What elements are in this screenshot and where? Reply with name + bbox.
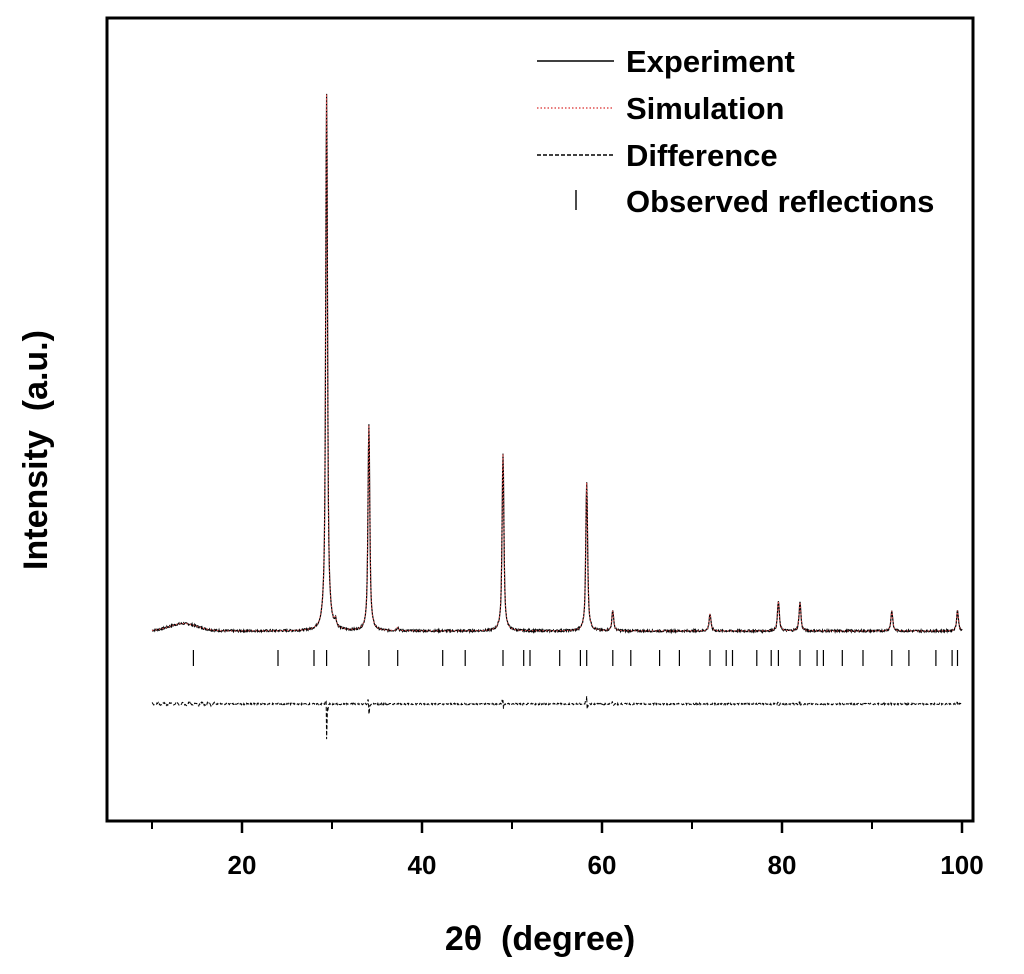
- plot-frame: [105, 16, 975, 823]
- legend-experiment-label: Experiment: [626, 44, 795, 79]
- legend-reflections-label: Observed reflections: [626, 184, 934, 219]
- legend: Experiment Simulation Difference Observe…: [537, 44, 934, 219]
- x-tick-label: 100: [940, 850, 983, 880]
- experiment-series-line: [151, 93, 963, 635]
- x-tick-label: 20: [228, 850, 257, 880]
- x-axis-ticks: 20 40 60 80 100: [151, 821, 984, 880]
- x-tick-label: 60: [588, 850, 617, 880]
- x-tick-label: 80: [768, 850, 797, 880]
- y-axis-title: Intensity (a.u.): [17, 330, 55, 570]
- observed-reflection-ticks: [192, 650, 959, 666]
- legend-simulation-label: Simulation: [626, 91, 784, 126]
- simulation-series-line: [151, 94, 963, 632]
- legend-difference-label: Difference: [626, 138, 778, 173]
- x-axis-title: 2θ (degree): [445, 920, 635, 958]
- difference-series-line: [151, 696, 963, 740]
- x-tick-label: 40: [408, 850, 437, 880]
